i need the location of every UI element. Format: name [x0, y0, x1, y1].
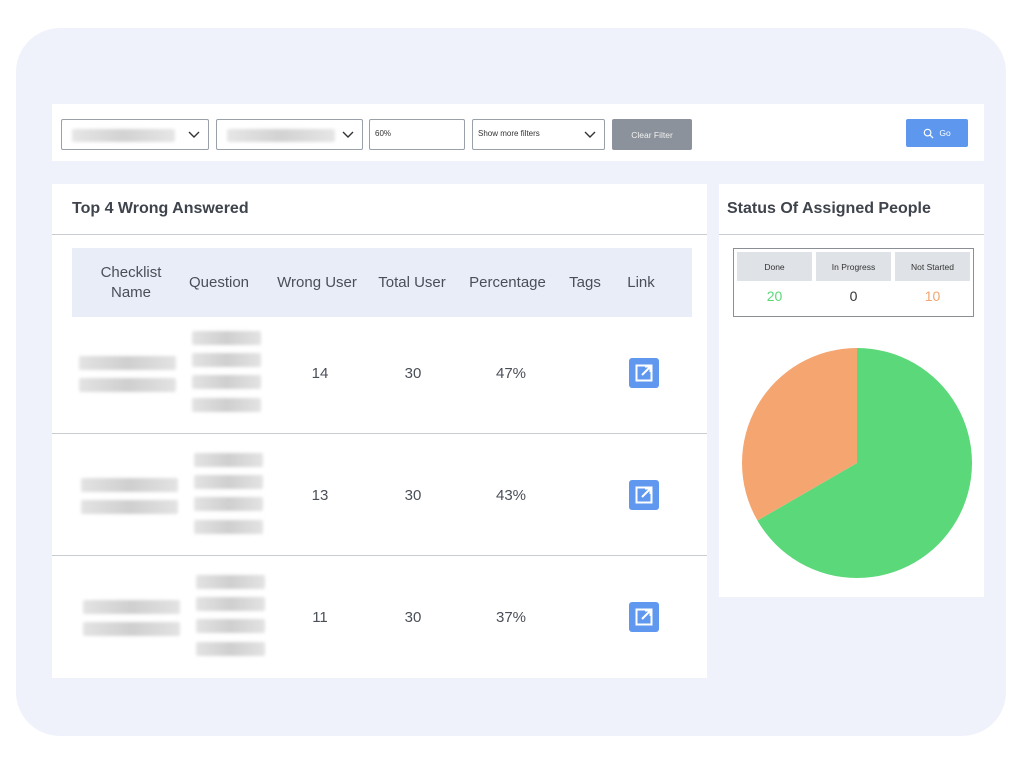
total-user-cell: 30: [404, 486, 422, 504]
checklist-name-blurred: [83, 600, 180, 614]
wrong-user-cell: 14: [311, 364, 329, 382]
external-link-icon[interactable]: [629, 358, 659, 388]
wrong-answered-title: Top 4 Wrong Answered: [72, 200, 249, 217]
question-blurred: [194, 475, 263, 489]
column-percentage: Percentage: [469, 273, 546, 291]
status-title: Status Of Assigned People: [727, 200, 931, 217]
question-blurred: [194, 453, 263, 467]
question-blurred: [196, 619, 265, 633]
column-checklist-name: Checklist Name: [100, 263, 162, 301]
question-blurred: [196, 642, 265, 656]
checklist-name-blurred: [79, 356, 176, 370]
filter-select-1[interactable]: [61, 119, 209, 150]
question-blurred: [194, 497, 263, 511]
go-label: Go: [939, 128, 951, 138]
more-filters-select[interactable]: Show more filters: [472, 119, 605, 150]
question-blurred: [196, 575, 265, 589]
percentage-cell: 43%: [495, 486, 527, 504]
row-divider: [52, 433, 707, 434]
column-total-user: Total User: [378, 273, 446, 291]
chevron-down-icon: [584, 131, 596, 138]
chevron-down-icon: [342, 131, 354, 138]
panel-divider: [719, 234, 984, 235]
checklist-name-blurred: [81, 478, 178, 492]
percentage-cell: 47%: [495, 364, 527, 382]
status-done-value: 20: [766, 288, 783, 304]
total-user-cell: 30: [404, 608, 422, 626]
column-tags: Tags: [569, 273, 601, 291]
percentage-input-value: 60%: [375, 129, 392, 138]
search-icon: [924, 128, 934, 139]
column-link: Link: [627, 273, 655, 291]
column-question: Question: [188, 273, 250, 291]
question-blurred: [196, 597, 265, 611]
more-filters-label: Show more filters: [478, 129, 540, 138]
tags-cell: [562, 434, 602, 556]
panel-divider: [52, 234, 707, 235]
wrong-user-cell: 11: [312, 608, 328, 626]
status-not-started-value: 10: [924, 288, 941, 304]
external-link-icon[interactable]: [629, 480, 659, 510]
column-wrong-user: Wrong User: [277, 273, 357, 291]
go-button[interactable]: Go: [906, 119, 968, 147]
percentage-cell: 37%: [495, 608, 527, 626]
wrong-answered-panel: Top 4 Wrong Answered Checklist Name Ques…: [52, 184, 707, 678]
question-blurred: [192, 353, 261, 367]
status-in-progress-value: 0: [849, 288, 858, 304]
table-row: 13 30 43%: [52, 434, 707, 556]
tags-cell: [562, 312, 602, 434]
status-pie-chart: [742, 348, 972, 578]
chevron-down-icon: [188, 131, 200, 138]
clear-filter-label: Clear Filter: [631, 129, 673, 140]
question-blurred: [192, 331, 261, 345]
question-blurred: [192, 375, 261, 389]
filter-select-1-value: [72, 129, 175, 142]
table-row: 14 30 47%: [52, 312, 707, 434]
tags-cell: [562, 556, 602, 678]
pie-slice-done: [757, 348, 972, 578]
status-in-progress-label: In Progress: [816, 252, 891, 281]
percentage-input[interactable]: 60%: [369, 119, 465, 150]
filter-select-2-value: [227, 129, 335, 142]
checklist-name-blurred: [81, 500, 178, 514]
table-header: Checklist Name Question Wrong User Total…: [72, 248, 692, 317]
filter-bar: 60% Show more filters Clear Filter Go: [52, 104, 984, 161]
pie-slice-not-started: [742, 348, 857, 521]
checklist-name-blurred: [79, 378, 176, 392]
clear-filter-button[interactable]: Clear Filter: [612, 119, 692, 150]
filter-select-2[interactable]: [216, 119, 363, 150]
row-divider: [52, 555, 707, 556]
wrong-user-cell: 13: [311, 486, 329, 504]
status-panel: Status Of Assigned People Done In Progre…: [719, 184, 984, 597]
total-user-cell: 30: [404, 364, 422, 382]
table-row: 11 30 37%: [52, 556, 707, 678]
question-blurred: [192, 398, 261, 412]
question-blurred: [194, 520, 263, 534]
external-link-icon[interactable]: [629, 602, 659, 632]
status-summary: Done In Progress Not Started 20 0 10: [733, 248, 974, 317]
status-not-started-label: Not Started: [895, 252, 970, 281]
status-done-label: Done: [737, 252, 812, 281]
checklist-name-blurred: [83, 622, 180, 636]
